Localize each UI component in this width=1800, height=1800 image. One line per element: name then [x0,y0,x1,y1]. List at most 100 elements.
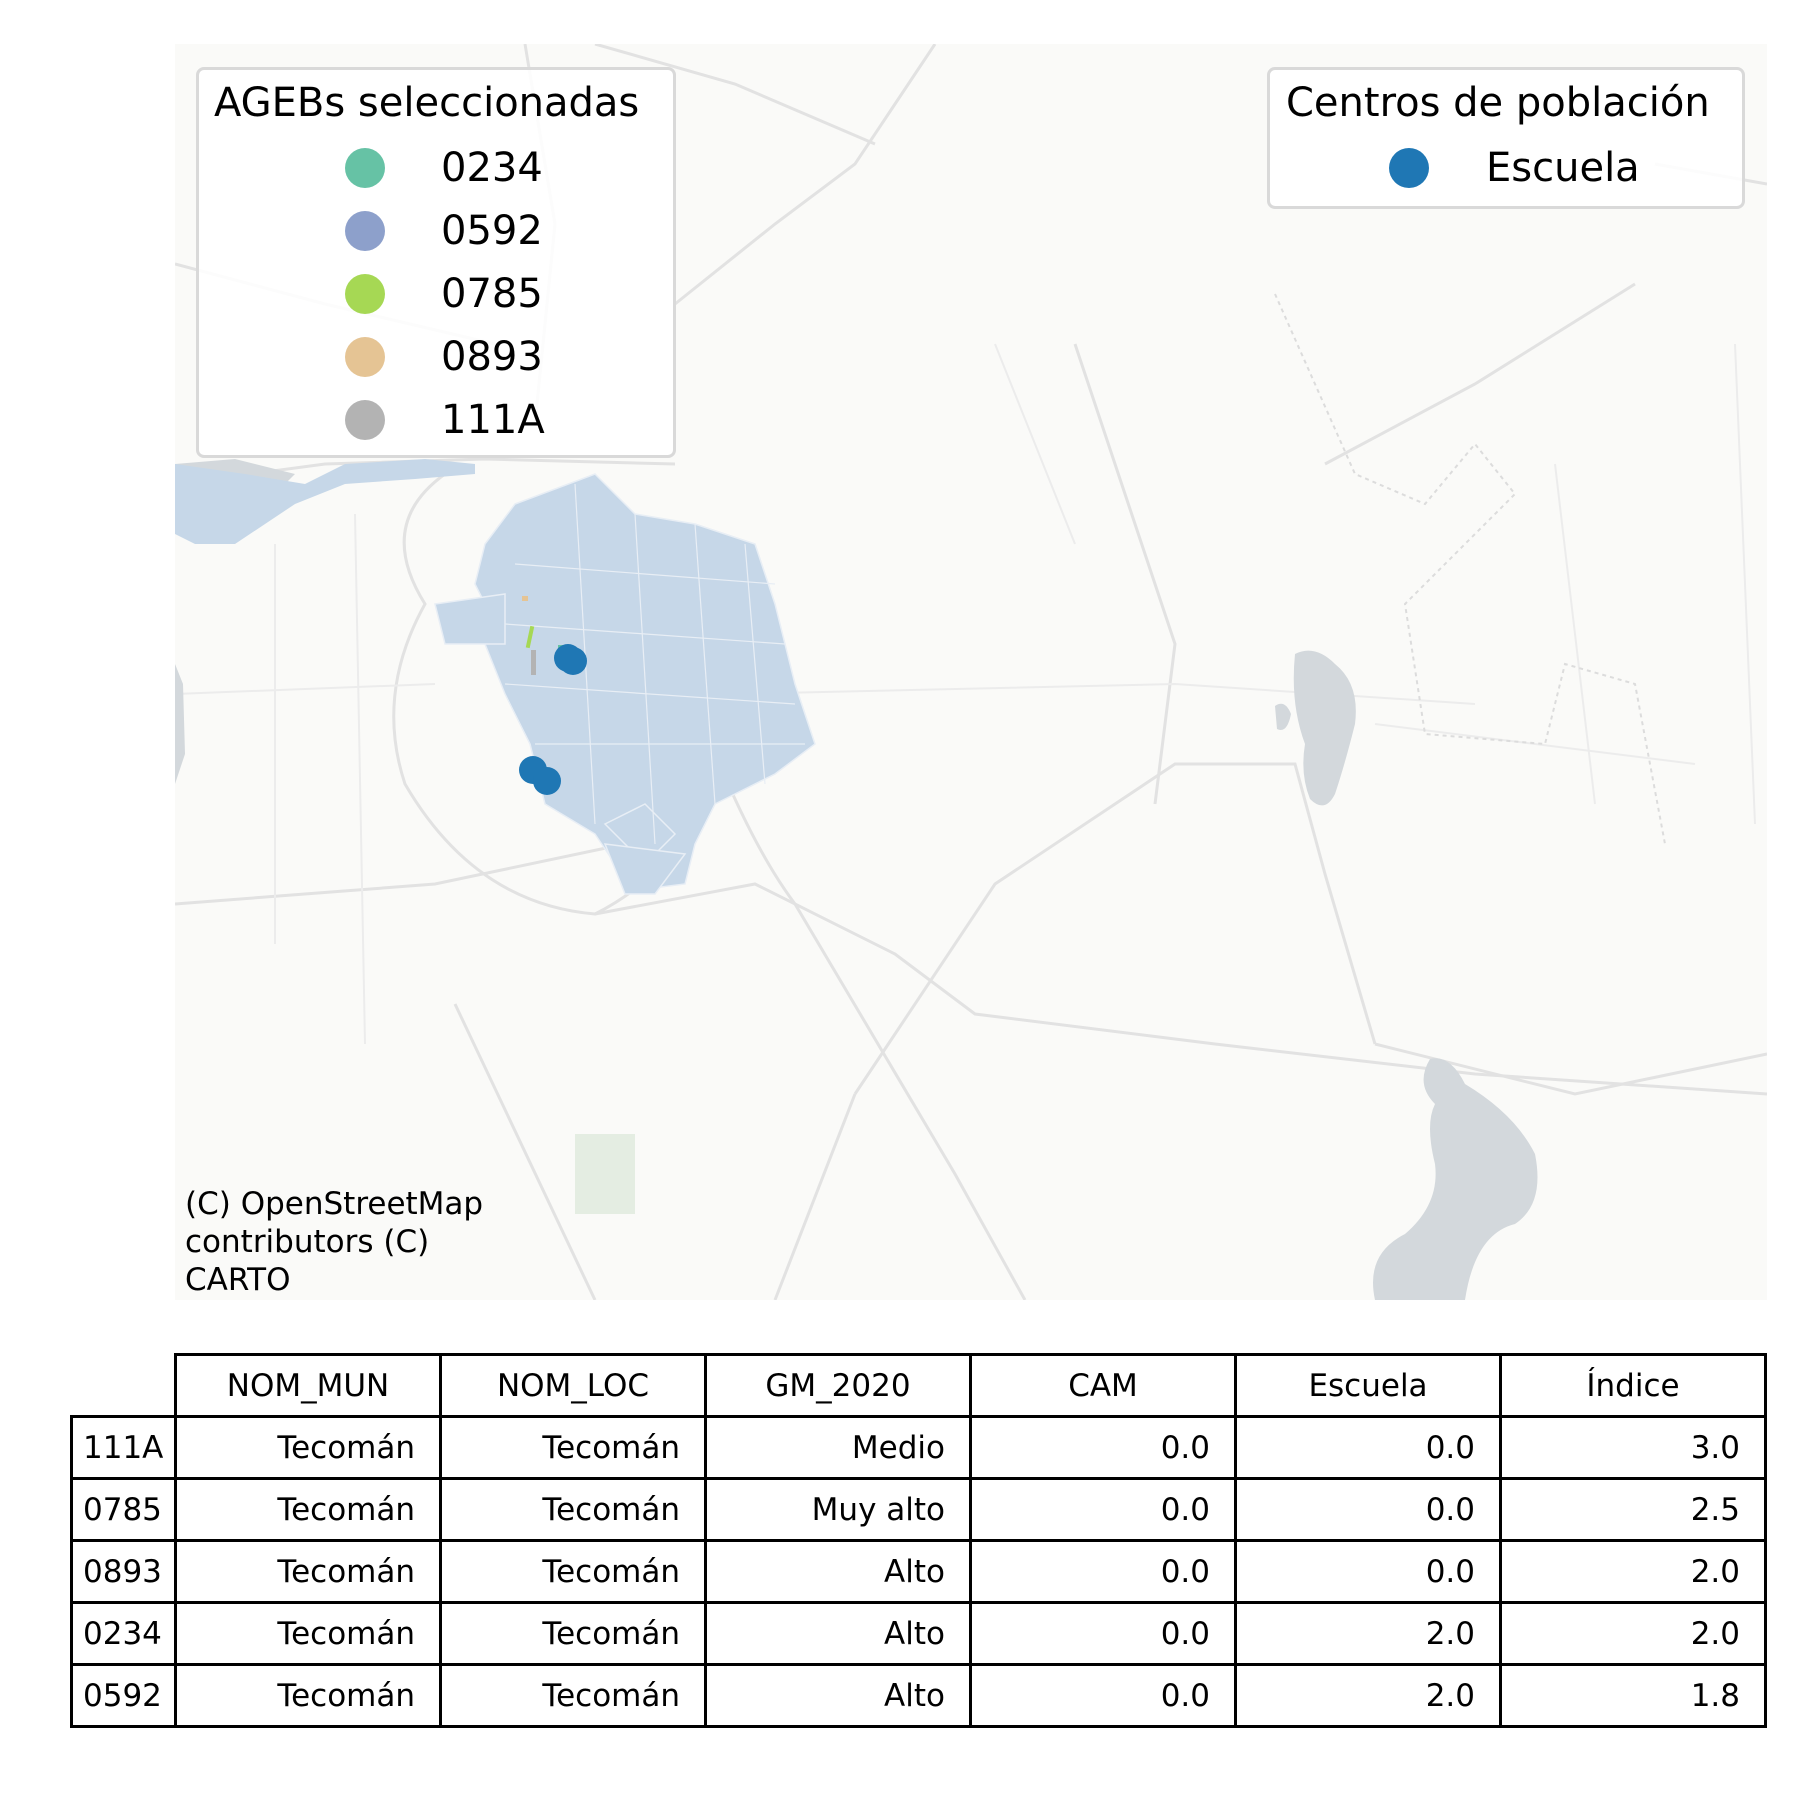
table-cell: Tecomán [174,1477,442,1542]
legend-item-111A [345,396,385,444]
table-cell: Muy alto [704,1477,972,1542]
legend-centros-title: Centros de población [1286,80,1710,126]
column-header-gm-2020: GM_2020 [704,1353,972,1418]
table-cell: 0.0 [969,1539,1237,1604]
legend-marker-0592 [345,211,385,251]
water-bodies [175,459,1538,1300]
urban-block [603,843,687,895]
legend-item-escuela [1389,144,1429,192]
road [734,682,1476,705]
table-cell: 3.0 [1499,1415,1767,1480]
road [1554,463,1596,805]
attribution-line: (C) OpenStreetMap [185,1186,484,1222]
legend-item-0234 [345,144,385,192]
legend-label-0785: 0785 [441,271,543,317]
legend-centros: Centros de población Escuela [1267,67,1745,209]
ageb-0893 [522,596,528,601]
legend-item-0893 [345,333,385,381]
legend-marker-111A [345,400,385,440]
legend-label-0234: 0234 [441,145,543,191]
urban-block [434,593,506,645]
attribution-line: contributors (C) [185,1224,430,1260]
table-cell: 2.0 [1499,1539,1767,1604]
table-row: 0592 Tecomán Tecomán Alto 0.0 2.0 1.8 [70,1663,1767,1728]
minor-roads [175,343,1756,1045]
legend-marker-0234 [345,148,385,188]
legend-agebs-title: AGEBs seleccionadas [214,80,640,126]
column-header-indice: Índice [1499,1353,1767,1418]
row-header: 0785 [70,1477,177,1542]
road [1324,282,1636,466]
table-cell: 0.0 [969,1601,1237,1666]
road [853,762,1377,1095]
legend-label-0592: 0592 [441,208,543,254]
table-cell: 2.5 [1499,1477,1767,1542]
table-cell: Tecomán [174,1415,442,1480]
table-cell: 2.0 [1499,1601,1767,1666]
road [674,44,937,306]
table-cell: Alto [704,1663,972,1728]
table-cell: Tecomán [439,1477,707,1542]
road [1734,343,1756,825]
ageb-111A [531,650,536,675]
table-cell: Tecomán [174,1601,442,1666]
road [994,343,1076,545]
table-row: 0785 Tecomán Tecomán Muy alto 0.0 0.0 2.… [70,1477,1767,1542]
column-header-nom-mun: NOM_MUN [174,1353,442,1418]
road [1073,343,1177,805]
table-cell: Tecomán [439,1539,707,1604]
row-header: 0234 [70,1601,177,1666]
road [773,1093,857,1300]
legend-marker-escuela [1389,148,1429,188]
boundary [1274,293,1666,845]
legend-marker-0893 [345,337,385,377]
park [575,1134,635,1214]
urban-area [434,473,816,895]
table-row: 0234 Tecomán Tecomán Alto 0.0 2.0 2.0 [70,1601,1767,1666]
legend-item-0785 [345,270,385,318]
ageb-0785 [525,625,535,649]
school-marker [533,767,561,795]
school-marker [559,647,587,675]
table-cell: 0.0 [1234,1477,1502,1542]
table-corner [72,1355,176,1417]
table-cell: Tecomán [439,1415,707,1480]
table-cell: Tecomán [174,1663,442,1728]
column-header-escuela: Escuela [1234,1353,1502,1418]
map-attribution: (C) OpenStreetMap contributors (C) CARTO [185,1185,483,1299]
table-cell: 0.0 [1234,1539,1502,1604]
coastal-water [175,664,185,784]
table-row: 111A Tecomán Tecomán Medio 0.0 0.0 3.0 [70,1415,1767,1480]
table-cell: Alto [704,1601,972,1666]
row-header: 0893 [70,1539,177,1604]
row-header: 0592 [70,1663,177,1728]
dotted-boundary [1274,293,1666,845]
legend-label-111A: 111A [441,397,545,443]
road [594,44,876,146]
table-cell: 0.0 [1234,1415,1502,1480]
coastal-settlement [175,459,475,544]
school-markers [519,644,587,795]
attribution-line: CARTO [185,1262,291,1298]
table-cell: Tecomán [439,1601,707,1666]
legend-marker-0785 [345,274,385,314]
table-cell: Medio [704,1415,972,1480]
table-cell: 2.0 [1234,1601,1502,1666]
basemap-layer [175,44,1767,1300]
row-header: 111A [70,1415,177,1480]
road [453,1003,597,1300]
road [1374,723,1696,765]
table-cell: 2.0 [1234,1663,1502,1728]
table-cell: Tecomán [174,1539,442,1604]
legend-label-0893: 0893 [441,334,543,380]
road [175,683,436,695]
road [175,842,626,906]
urban-block [175,459,475,544]
legend-label-escuela: Escuela [1486,145,1640,191]
table-cell: Alto [704,1539,972,1604]
table-cell: 0.0 [969,1663,1237,1728]
lake [1293,650,1356,806]
lake [1275,703,1291,730]
parks [575,1134,635,1214]
ageb-table: NOM_MUN NOM_LOC GM_2020 CAM Escuela Índi… [70,1353,1767,1728]
